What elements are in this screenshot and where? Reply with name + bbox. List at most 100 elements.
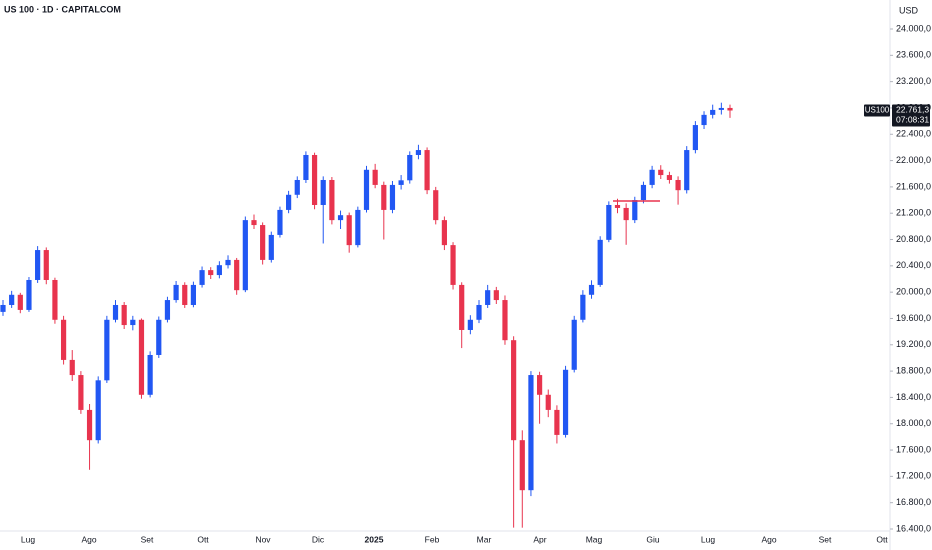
candle-body xyxy=(597,239,603,285)
candle-body xyxy=(355,209,361,246)
candle-body xyxy=(554,409,560,435)
candle-body xyxy=(398,180,404,185)
y-tick-label: 20.000,0 xyxy=(896,287,931,297)
candle-body xyxy=(562,369,569,435)
candle-body xyxy=(60,319,67,360)
candle-body xyxy=(666,175,673,180)
candle-body xyxy=(727,107,733,111)
y-tick-label: 18.800,0 xyxy=(896,365,931,375)
y-tick-label: 19.200,0 xyxy=(896,339,931,349)
candle-body xyxy=(138,319,145,395)
candle-body xyxy=(104,319,110,381)
candle-body xyxy=(502,300,508,341)
candle-body xyxy=(476,304,482,320)
y-tick-label: 20.400,0 xyxy=(896,260,931,270)
candle-body xyxy=(216,265,222,276)
candle-body xyxy=(147,354,153,395)
x-tick-label: Mar xyxy=(477,534,492,544)
candle-body xyxy=(35,250,41,280)
chart-title: US 100 · 1D · CAPITALCOM xyxy=(4,4,121,14)
candle-body xyxy=(511,340,517,441)
y-tick-label: 22.000,0 xyxy=(896,155,931,165)
candle-body xyxy=(208,270,214,276)
candle-body xyxy=(424,150,430,191)
candle-body xyxy=(26,279,32,310)
x-tick-label: Ago xyxy=(761,534,776,544)
candle-body xyxy=(0,304,6,312)
candle-body xyxy=(173,284,179,301)
candle-body xyxy=(320,179,326,205)
candle-body xyxy=(260,225,266,260)
candle-body xyxy=(164,300,171,320)
candle-body xyxy=(623,207,629,221)
y-tick-label: 23.600,0 xyxy=(896,50,931,60)
candle-body xyxy=(329,179,335,221)
candle-body xyxy=(684,150,690,191)
symbol-tag: US100 xyxy=(865,106,890,115)
y-tick-label: 17.600,0 xyxy=(896,444,931,454)
candle-body xyxy=(225,259,231,266)
y-tick-label: 24.000,0 xyxy=(896,23,931,33)
candle-body xyxy=(519,440,525,491)
y-tick-label: 19.600,0 xyxy=(896,313,931,323)
y-tick-label: 20.800,0 xyxy=(896,234,931,244)
x-tick-label: Ott xyxy=(876,534,888,544)
candle-body xyxy=(268,234,274,260)
candle-body xyxy=(121,304,127,326)
y-tick-label: 21.200,0 xyxy=(896,208,931,218)
candle-body xyxy=(277,209,283,235)
candle-body xyxy=(614,204,621,208)
candle-body xyxy=(17,294,23,310)
candle-body xyxy=(450,245,456,285)
x-tick-label: 2025 xyxy=(365,534,384,544)
candle-body xyxy=(493,290,499,301)
candle-body xyxy=(640,184,647,201)
candle-body xyxy=(112,304,119,320)
candle-body xyxy=(311,154,318,205)
candle-body xyxy=(363,169,370,210)
x-tick-label: Lug xyxy=(701,534,715,544)
y-tick-label: 18.000,0 xyxy=(896,418,931,428)
candle-body xyxy=(190,284,197,305)
x-tick-label: Apr xyxy=(533,534,546,544)
candle-body xyxy=(346,215,352,246)
y-tick-label: 23.200,0 xyxy=(896,76,931,86)
candle-body xyxy=(86,409,93,441)
x-tick-label: Giu xyxy=(646,534,660,544)
candle-body xyxy=(52,279,58,320)
candle-body xyxy=(372,169,378,185)
candle-body xyxy=(43,250,49,280)
candle-body xyxy=(9,294,15,305)
y-tick-label: 22.400,0 xyxy=(896,129,931,139)
candle-body xyxy=(580,294,586,320)
candle-body xyxy=(571,319,577,370)
x-tick-label: Feb xyxy=(425,534,440,544)
symbol-tag-bg xyxy=(864,104,890,117)
candle-body xyxy=(459,284,465,330)
x-tick-label: Lug xyxy=(21,534,35,544)
last-price-label: 22.761,3 xyxy=(896,105,929,115)
candle-body xyxy=(69,359,75,376)
candle-body xyxy=(251,220,257,226)
candle-body xyxy=(415,150,422,155)
candle-body xyxy=(718,107,724,110)
candle-body xyxy=(95,380,101,441)
candle-body xyxy=(441,220,447,246)
x-tick-label: Set xyxy=(819,534,832,544)
candle-body xyxy=(545,394,551,410)
candle-body xyxy=(78,375,84,410)
x-tick-label: Nov xyxy=(255,534,271,544)
candle-body xyxy=(606,204,612,240)
currency: USD xyxy=(899,5,919,15)
last-price-bg xyxy=(892,104,930,127)
candle-body xyxy=(485,290,491,305)
x-tick-label: Ago xyxy=(81,534,96,544)
candle-body xyxy=(286,194,292,210)
countdown: 07:08:31 xyxy=(896,115,929,125)
candle-body xyxy=(433,190,439,221)
candle-body xyxy=(649,169,655,185)
y-tick-label: 16.400,0 xyxy=(896,523,931,533)
candle-body xyxy=(156,319,162,355)
candle-body xyxy=(692,125,698,151)
y-tick-label: 21.600,0 xyxy=(896,181,931,191)
